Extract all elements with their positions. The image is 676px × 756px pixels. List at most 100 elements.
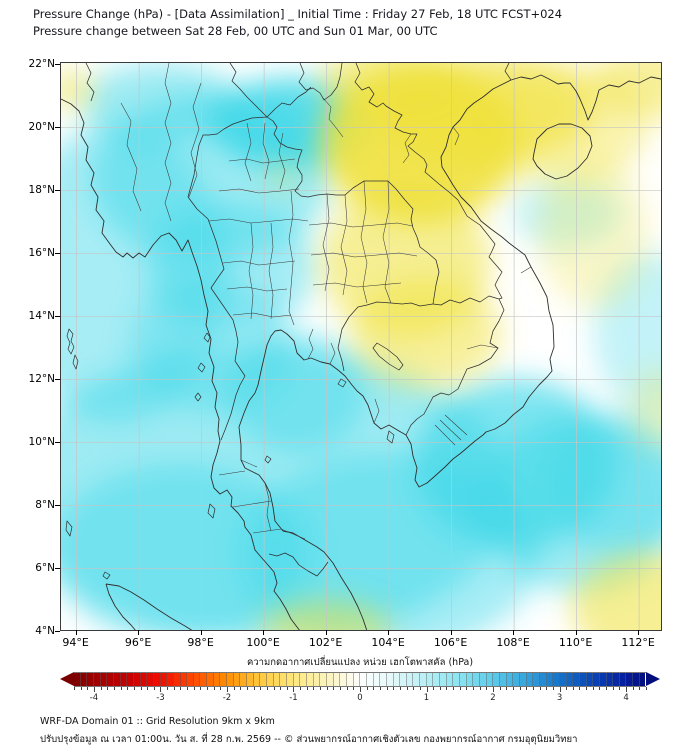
- colorbar-minor-tick: [266, 687, 268, 690]
- colorbar-minor-tick: [200, 687, 202, 690]
- y-axis-tick: [55, 630, 60, 632]
- colorbar-minor-tick: [512, 687, 514, 690]
- colorbar-cell: [606, 673, 614, 686]
- colorbar-cell: [127, 673, 134, 686]
- x-axis-label: 112°E: [621, 636, 655, 649]
- colorbar-minor-tick: [499, 687, 501, 690]
- colorbar-minor-tick: [220, 687, 222, 690]
- colorbar-cell: [207, 673, 214, 686]
- colorbar-cell: [360, 673, 367, 686]
- colorbar-minor-tick: [153, 687, 155, 690]
- colorbar-minor-tick: [526, 687, 528, 690]
- colorbar-cell: [579, 673, 587, 686]
- colorbar-cell: [153, 673, 161, 686]
- colorbar-minor-tick: [486, 687, 488, 690]
- colorbar-minor-tick: [399, 687, 401, 690]
- colorbar-cell: [566, 673, 574, 686]
- colorbar-cell: [613, 673, 620, 686]
- colorbar-cell: [593, 673, 600, 686]
- colorbar-tick-label: 2: [490, 693, 496, 703]
- colorbar-cell: [466, 673, 474, 686]
- y-axis-label: 10°N: [28, 435, 55, 448]
- x-axis-label: 102°E: [308, 636, 343, 649]
- colorbar-minor-tick: [273, 687, 275, 690]
- colorbar-minor-tick: [539, 687, 541, 690]
- province-borders-path: [120, 63, 532, 540]
- colorbar-tick-label: 4: [623, 693, 629, 703]
- colorbar-minor-tick: [379, 687, 381, 690]
- colorbar-minor-tick: [74, 687, 75, 690]
- graticule-gridlines: [61, 63, 661, 630]
- y-axis-label: 8°N: [35, 498, 55, 511]
- colorbar-cell: [586, 673, 594, 686]
- colorbar-minor-tick: [546, 687, 548, 690]
- colorbar-minor-tick: [532, 687, 534, 690]
- x-axis-tick: [263, 630, 265, 635]
- colorbar-minor-tick: [406, 687, 408, 690]
- colorbar-tick-label: -1: [289, 693, 298, 703]
- y-axis-tick: [55, 378, 60, 380]
- colorbar-minor-tick: [413, 687, 415, 690]
- colorbar-cell: [93, 673, 101, 686]
- colorbar-cell: [220, 673, 228, 686]
- colorbar-cell: [80, 673, 88, 686]
- colorbar-cell: [113, 673, 121, 686]
- colorbar-cell: [433, 673, 441, 686]
- colorbar-minor-tick: [599, 687, 601, 690]
- y-axis-label: 4°N: [35, 624, 55, 637]
- colorbar-tick-label: 3: [556, 693, 563, 703]
- colorbar-cell: [293, 673, 301, 686]
- map-subtitle: Pressure change between Sat 28 Feb, 00 U…: [33, 24, 438, 38]
- colorbar-cell: [626, 673, 634, 686]
- colorbar-cell: [420, 673, 427, 686]
- footer-domain-info: WRF-DA Domain 01 :: Grid Resolution 9km …: [40, 716, 275, 727]
- colorbar-major-tick: [360, 687, 361, 692]
- colorbar-minor-tick: [87, 687, 89, 690]
- x-axis-label: 104°E: [371, 636, 405, 649]
- colorbar-minor-tick: [612, 687, 614, 690]
- colorbar-minor-tick: [280, 687, 282, 690]
- y-axis-label: 20°N: [28, 120, 55, 133]
- x-axis-label: 98°E: [187, 636, 214, 649]
- colorbar-minor-tick: [506, 687, 508, 690]
- colorbar-minor-tick: [313, 687, 315, 690]
- country-borders-path: [85, 63, 512, 577]
- y-axis-tick: [55, 567, 60, 569]
- colorbar-cell: [140, 673, 148, 686]
- colorbar-cell: [559, 673, 567, 686]
- colorbar-minor-tick: [439, 687, 441, 690]
- colorbar-minor-tick: [393, 687, 395, 690]
- colorbar-major-tick: [493, 687, 495, 692]
- colorbar-cell: [100, 673, 108, 686]
- colorbar-minor-tick: [100, 687, 102, 690]
- colorbar-cell: [366, 673, 374, 686]
- colorbar-cell: [300, 673, 307, 686]
- colorbar-minor-tick: [193, 687, 195, 690]
- colorbar-cell: [513, 673, 520, 686]
- colorbar-cell: [320, 673, 327, 686]
- colorbar-cell: [519, 673, 527, 686]
- colorbar-cell: [120, 673, 128, 686]
- colorbar-cell: [233, 673, 241, 686]
- colorbar-cell: [639, 673, 646, 686]
- colorbar-cell: [173, 673, 181, 686]
- colorbar-tick-label: -2: [222, 693, 232, 703]
- colorbar-minor-tick: [306, 687, 308, 690]
- colorbar-minor-tick: [286, 687, 288, 690]
- colorbar-minor-tick: [187, 687, 189, 690]
- colorbar-minor-tick: [346, 687, 348, 690]
- colorbar-cell: [180, 673, 188, 686]
- colorbar-minor-tick: [639, 687, 641, 690]
- colorbar-cell: [253, 673, 261, 686]
- colorbar-minor-tick: [353, 687, 355, 690]
- colorbar-minor-tick: [133, 687, 135, 690]
- colorbar-minor-tick: [180, 687, 182, 690]
- colorbar-minor-tick: [246, 687, 248, 690]
- colorbar-cell: [74, 673, 81, 686]
- colorbar-minor-tick: [586, 687, 588, 690]
- colorbar-cell: [526, 673, 534, 686]
- y-axis-tick: [55, 315, 60, 317]
- colorbar-major-tick: [426, 687, 428, 692]
- colorbar-cell: [500, 673, 507, 686]
